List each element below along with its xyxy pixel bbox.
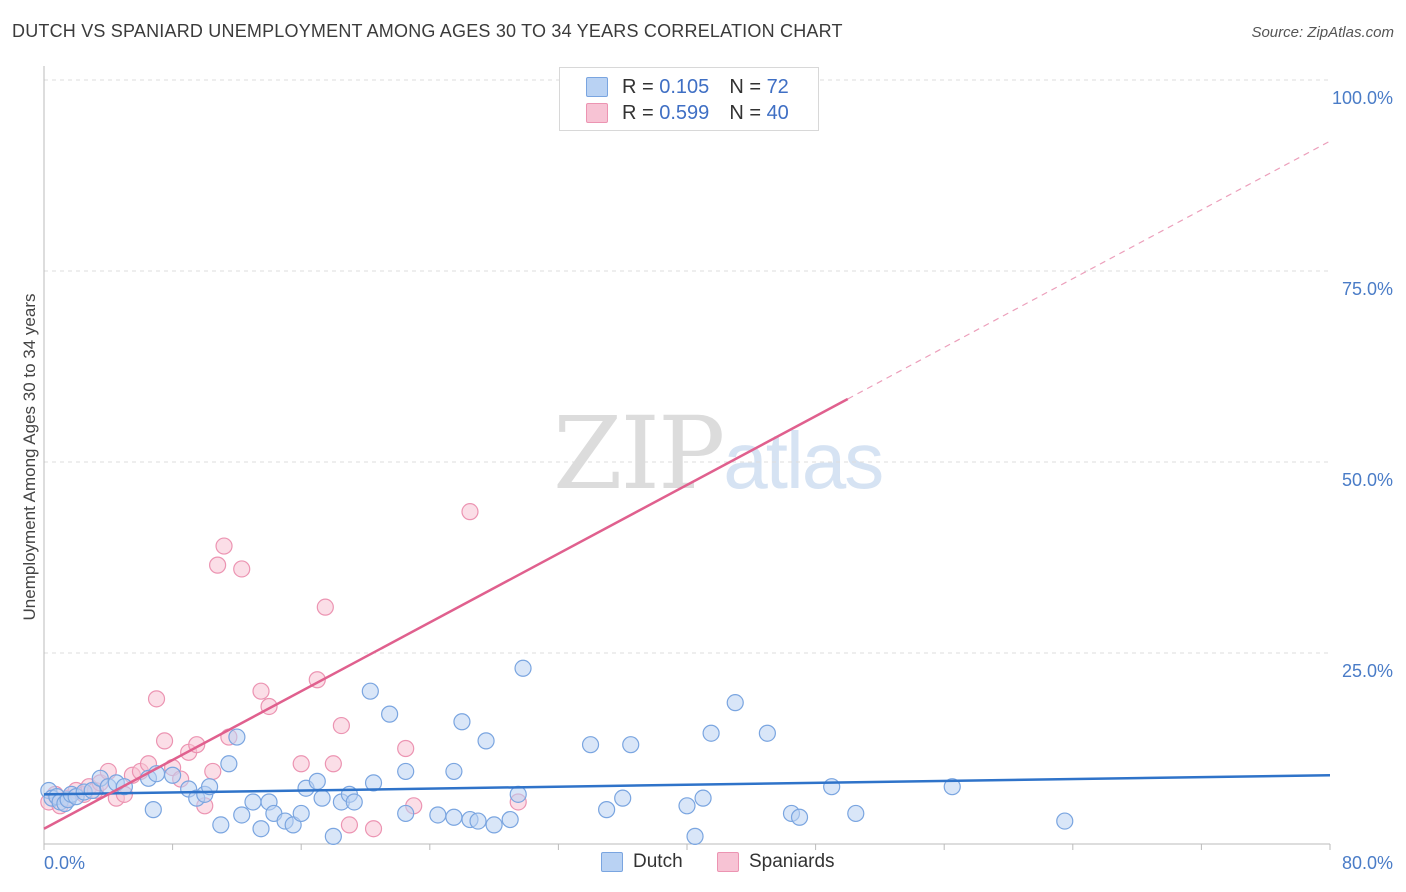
dutch-point	[164, 766, 182, 784]
dutch-point	[381, 705, 399, 723]
legend-r-value: 0.105	[659, 75, 710, 98]
legend-n-label: N =	[729, 75, 761, 98]
dutch-point	[943, 778, 961, 796]
spaniard-point	[209, 556, 227, 574]
dutch-point	[308, 772, 326, 790]
dutch-point	[212, 816, 230, 834]
correlation-legend: R = 0.105 N = 72 R = 0.599 N = 40	[559, 67, 819, 131]
spaniard-point	[364, 820, 383, 838]
watermark-zip: ZIP	[553, 395, 725, 512]
spaniard-point	[292, 755, 310, 773]
dutch-point	[758, 724, 776, 742]
dutch-point	[313, 789, 331, 807]
dutch-point	[233, 806, 251, 824]
legend-n-value: 72	[766, 75, 789, 98]
dutch-point	[361, 682, 379, 700]
dutch-point	[252, 820, 270, 838]
dutch-point	[397, 804, 415, 823]
dutch-point	[469, 812, 487, 830]
dutch-point	[678, 797, 696, 815]
dutch-point	[1056, 812, 1074, 830]
legend-r-value: 0.599	[659, 101, 710, 124]
spaniard-point	[340, 816, 359, 834]
dutch-point	[345, 793, 363, 811]
spaniard-point	[316, 598, 334, 616]
dutch-point	[485, 816, 503, 834]
spaniard-point	[324, 755, 342, 773]
legend-r-label: R =	[622, 101, 654, 124]
spaniard-point	[252, 682, 270, 700]
y-axis-title: Unemployment Among Ages 30 to 34 years	[20, 294, 39, 621]
dutch-point	[324, 827, 342, 845]
spaniard-point	[397, 739, 415, 758]
spaniard-point	[155, 732, 174, 750]
dutch-point	[292, 804, 310, 823]
legend-n-value: 40	[766, 101, 789, 124]
dutch-point	[686, 827, 704, 845]
dutch-point	[501, 810, 519, 829]
dutch-point	[823, 778, 841, 796]
chart-title: DUTCH VS SPANIARD UNEMPLOYMENT AMONG AGE…	[12, 21, 843, 41]
dutch-point	[702, 724, 720, 742]
dutch-point	[453, 713, 471, 731]
bottom-legend-swatch-dutch	[601, 852, 623, 872]
watermark-atlas: atlas	[723, 416, 884, 505]
dutch-point	[790, 808, 809, 826]
dutch-point	[598, 801, 616, 819]
dutch-point	[694, 789, 712, 807]
legend-swatch-dutch	[586, 77, 608, 97]
spaniard-point	[204, 762, 222, 781]
dutch-trend-line	[43, 773, 1331, 796]
dutch-point	[509, 785, 527, 803]
y-tick-label: 25.0%	[1342, 661, 1393, 681]
legend-row-spaniards: R = 0.599 N = 40	[586, 100, 789, 126]
legend-row-dutch: R = 0.105 N = 72	[586, 74, 789, 100]
dutch-point	[614, 789, 632, 807]
dutch-point	[445, 808, 463, 826]
bottom-legend-dutch: Dutch	[601, 851, 683, 873]
dutch-point	[429, 806, 447, 824]
dutch-point	[514, 659, 532, 677]
spaniard-point	[233, 560, 251, 578]
dutch-point	[847, 804, 865, 823]
spaniard-trend-line	[43, 397, 849, 830]
dutch-point	[445, 762, 463, 781]
x-tick-label: 80.0%	[1342, 853, 1393, 873]
dutch-point	[477, 732, 495, 750]
y-tick-label: 100.0%	[1332, 88, 1393, 108]
spaniards-points	[40, 71, 768, 838]
spaniard-trend-extension	[847, 140, 1331, 400]
tick-labels: 25.0% 50.0% 75.0% 100.0% 0.0% 80.0%	[44, 88, 1393, 873]
watermark: ZIPatlas	[553, 395, 884, 512]
dutch-point	[144, 801, 162, 819]
y-tick-label: 50.0%	[1342, 470, 1393, 490]
dutch-point	[726, 694, 744, 712]
y-tick-label: 75.0%	[1342, 279, 1393, 299]
dutch-point	[622, 736, 640, 754]
spaniard-point	[215, 537, 233, 555]
dutch-point	[244, 793, 262, 811]
trend-lines	[43, 140, 1331, 830]
source-credit: Source: ZipAtlas.com	[1251, 24, 1394, 41]
legend-n-label: N =	[729, 101, 761, 124]
bottom-legend-label-dutch: Dutch	[633, 851, 683, 872]
legend-r-label: R =	[622, 75, 654, 98]
bottom-legend-swatch-spaniards	[717, 852, 739, 872]
dutch-point	[220, 755, 238, 773]
spaniard-point	[461, 503, 479, 521]
axes	[43, 66, 1331, 850]
dutch-point	[228, 728, 246, 746]
bottom-legend-label-spaniards: Spaniards	[749, 851, 835, 872]
legend-swatch-spaniards	[586, 103, 608, 123]
dutch-point	[581, 736, 600, 754]
spaniard-point	[332, 716, 350, 735]
spaniard-point	[147, 690, 166, 708]
bottom-legend-spaniards: Spaniards	[717, 851, 835, 873]
dutch-point	[397, 762, 415, 781]
x-tick-label: 0.0%	[44, 853, 85, 873]
dutch-point	[364, 774, 383, 792]
